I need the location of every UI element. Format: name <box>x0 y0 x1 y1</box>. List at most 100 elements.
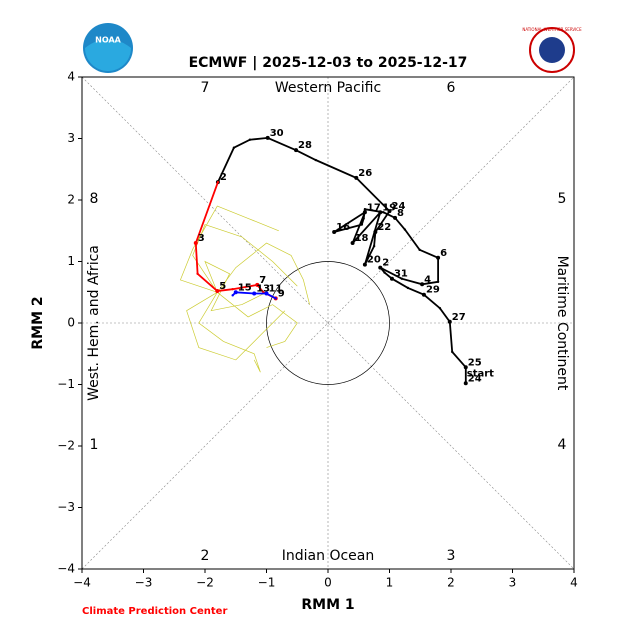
point-label: 19 <box>382 202 396 213</box>
x-tick-label: 1 <box>386 576 394 590</box>
track-point <box>389 276 394 281</box>
track-point <box>362 262 367 267</box>
track-point <box>332 229 337 234</box>
track-point <box>255 282 260 287</box>
track-point <box>383 271 386 274</box>
ensemble-line <box>186 291 286 361</box>
track-point <box>378 210 383 215</box>
point-label: 27 <box>452 312 466 323</box>
x-tick-label: −1 <box>258 576 276 590</box>
point-label: 4 <box>424 274 431 285</box>
track-point <box>248 138 252 141</box>
y-tick-label: −2 <box>57 439 75 453</box>
track-point <box>350 241 355 246</box>
chart-title: ECMWF | 2025-12-03 to 2025-12-17 <box>189 55 468 71</box>
track-point <box>231 294 234 297</box>
point-label: 22 <box>377 222 391 233</box>
track-point <box>215 289 220 294</box>
point-label: 8 <box>397 208 404 219</box>
track-point <box>400 277 403 280</box>
track-point <box>216 180 220 184</box>
point-label: 3 <box>198 233 205 244</box>
ensemble-line <box>179 205 279 293</box>
unit-circle <box>266 261 390 385</box>
point-label: 9 <box>278 288 285 299</box>
track-point <box>362 210 367 215</box>
x-tick-label: 0 <box>324 576 332 590</box>
point-label: 18 <box>355 233 369 244</box>
phase-label: 7 <box>201 80 210 96</box>
track-point <box>360 223 364 226</box>
track-line <box>217 136 467 384</box>
y-tick-label: −3 <box>57 500 75 514</box>
y-tick-label: −4 <box>57 562 75 576</box>
point-label: 16 <box>336 222 350 233</box>
ensemble-line <box>198 292 261 373</box>
point-label: 30 <box>270 128 284 139</box>
logo-text: NATIONAL WEATHER SERVICE <box>522 27 582 32</box>
track-point <box>372 244 376 248</box>
phase-label: 5 <box>558 191 567 207</box>
x-tick-label: −3 <box>135 576 153 590</box>
phase-label: 8 <box>90 191 99 207</box>
point-label: 29 <box>426 285 440 296</box>
track-point <box>252 291 257 296</box>
phase-label: 6 <box>447 80 456 96</box>
y-tick-label: −1 <box>57 377 75 391</box>
x-tick-label: 4 <box>570 576 578 590</box>
point-label: 7 <box>259 275 266 286</box>
track-point <box>232 146 236 149</box>
track-point <box>393 215 398 220</box>
noaa-logo: NOAA <box>83 23 133 73</box>
track-point <box>274 297 277 300</box>
y-tick-label: 1 <box>67 254 75 268</box>
track-point <box>436 280 440 283</box>
track-point <box>420 282 425 287</box>
track-point <box>233 290 238 295</box>
y-tick-label: 4 <box>67 70 75 84</box>
track-point <box>382 211 385 214</box>
track-point <box>463 381 468 386</box>
track-point <box>264 291 269 296</box>
ensemble-line <box>217 292 298 348</box>
track-line <box>194 181 277 300</box>
track-point <box>447 319 452 324</box>
track-point <box>363 208 367 211</box>
point-label: 2 <box>220 172 227 183</box>
nws-logo: NATIONAL WEATHER SERVICE <box>522 27 582 73</box>
y-tick-label: 0 <box>67 316 75 330</box>
point-label: 17 <box>367 202 381 213</box>
track-point <box>438 307 442 310</box>
track-point <box>378 265 383 270</box>
track-point <box>387 209 392 214</box>
credit: Climate Prediction Center <box>82 606 227 617</box>
point-label: 5 <box>219 281 226 292</box>
track-point <box>418 248 421 252</box>
start-label: start <box>467 368 494 379</box>
x-tick-label: 2 <box>447 576 455 590</box>
track-point <box>265 135 270 140</box>
point-label: 24 <box>392 201 406 212</box>
point-label: 28 <box>298 140 312 151</box>
ensemble-line <box>204 260 267 312</box>
track-point <box>463 365 468 370</box>
point-label: 26 <box>358 168 372 179</box>
phase-label: 4 <box>558 437 567 453</box>
track-point <box>436 255 441 260</box>
point-label: 11 <box>269 283 283 294</box>
point-label: 24 <box>468 373 482 384</box>
x-tick-label: −2 <box>196 576 214 590</box>
track-point <box>451 350 454 354</box>
logo-text: NOAA <box>95 36 121 45</box>
track-point <box>406 286 410 290</box>
point-label: 6 <box>440 248 447 259</box>
track-point <box>403 228 407 231</box>
phase-label: 1 <box>90 437 99 453</box>
region-label: Indian Ocean <box>282 548 374 564</box>
point-label: 25 <box>468 357 482 368</box>
phase-label: 2 <box>201 548 210 564</box>
track-point <box>373 229 378 234</box>
x-axis-label: RMM 1 <box>301 597 354 613</box>
